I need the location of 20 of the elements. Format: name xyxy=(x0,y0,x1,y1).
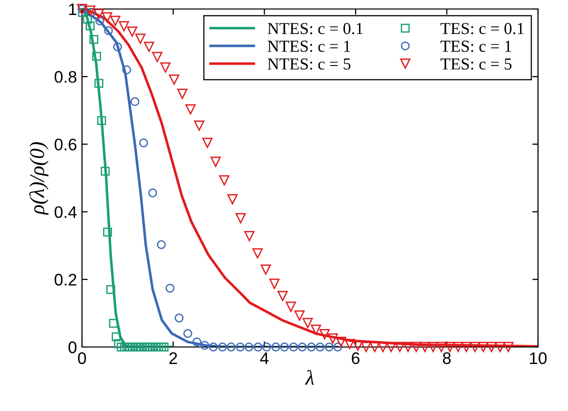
y-tick-label: 0.8 xyxy=(54,71,76,83)
legend-label: NTES: c = 1 xyxy=(268,40,350,52)
y-tick-label: 0.6 xyxy=(54,138,76,150)
y-tick-label: 0.4 xyxy=(54,206,77,218)
x-tick-label: 0 xyxy=(78,352,86,364)
x-tick-label: 2 xyxy=(169,352,177,364)
y-tick-label: 1 xyxy=(69,4,76,16)
legend-label: TES: c = 0.1 xyxy=(440,22,524,34)
x-tick-label: 6 xyxy=(352,352,360,364)
legend-label: TES: c = 1 xyxy=(440,40,512,52)
legend-label: NTES: c = 0.1 xyxy=(268,22,363,34)
y-tick-label: 0 xyxy=(68,341,76,354)
legend-label: NTES: c = 5 xyxy=(268,58,350,70)
x-tick-label: 8 xyxy=(442,352,451,364)
legend-label: TES: c = 5 xyxy=(440,58,512,70)
y-tick-label: 0.2 xyxy=(54,274,76,286)
x-axis-title: λ xyxy=(304,370,314,385)
y-axis-title: ρ(λ)/ρ(0) xyxy=(29,142,48,216)
x-tick-label: 4 xyxy=(260,352,269,364)
x-tick-label: 10 xyxy=(530,352,547,364)
